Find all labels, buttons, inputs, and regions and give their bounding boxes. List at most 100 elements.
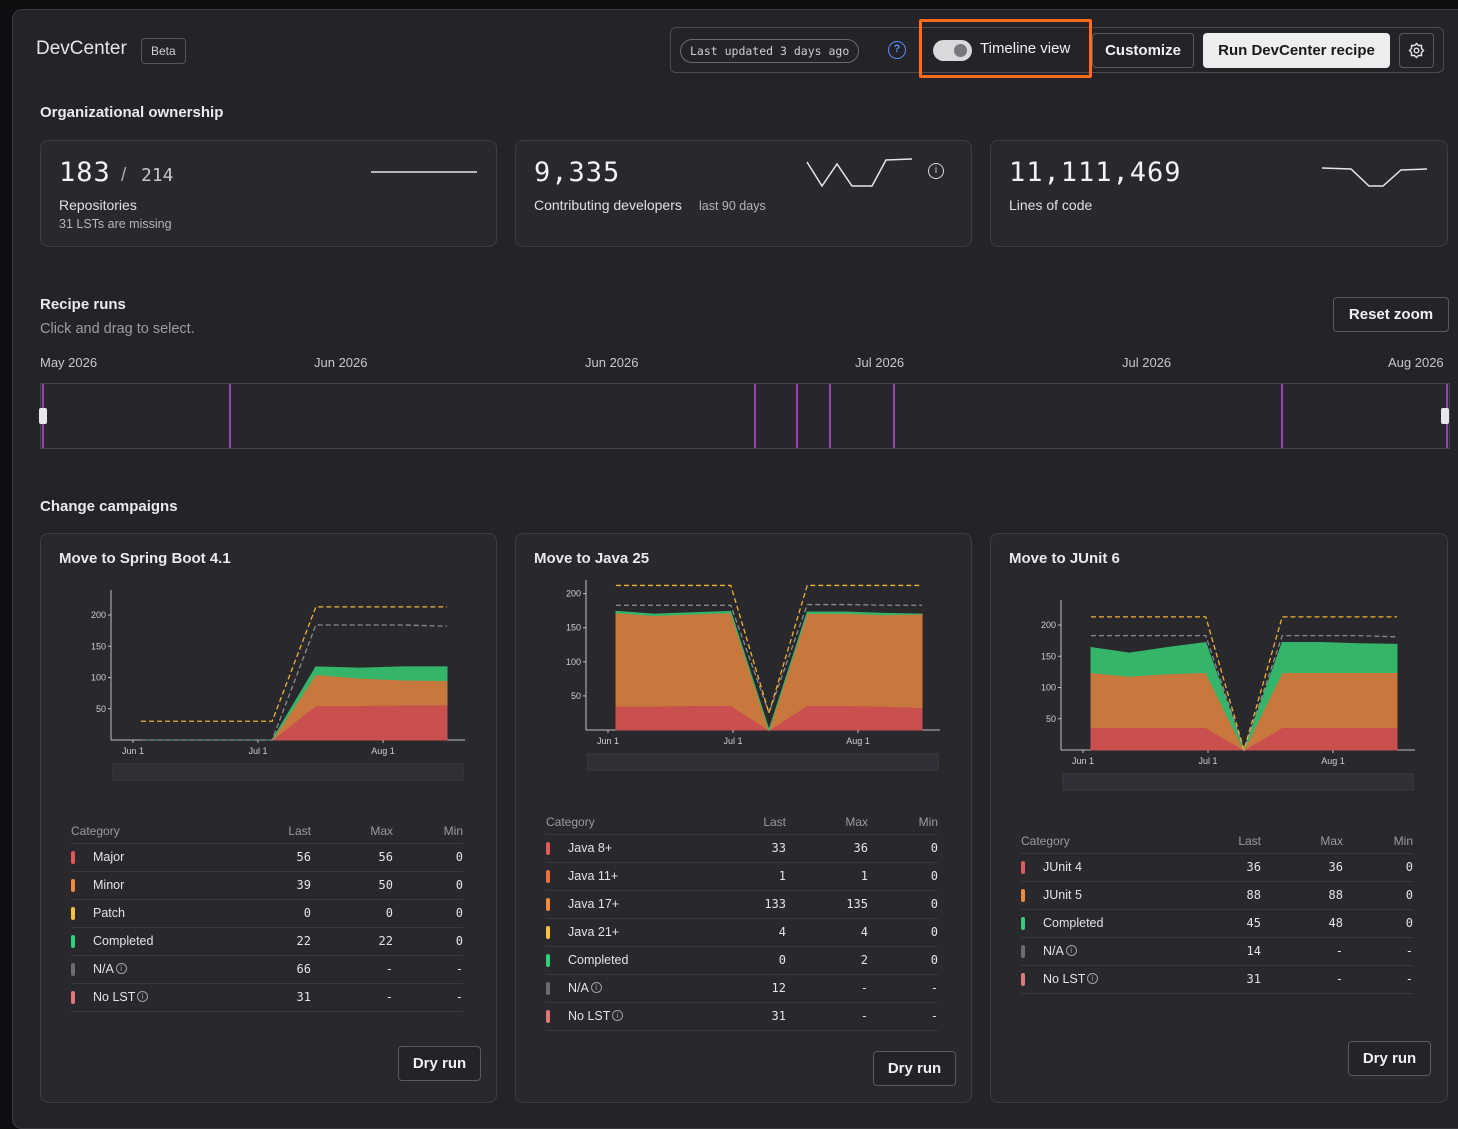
category-label: Java 8+ bbox=[568, 841, 613, 855]
help-icon[interactable]: ? bbox=[888, 41, 906, 59]
table-row: Minor 39 50 0 bbox=[71, 872, 463, 900]
table-row: Java 8+ 33 36 0 bbox=[546, 835, 938, 863]
category-swatch bbox=[1021, 945, 1025, 958]
category-swatch bbox=[1021, 917, 1025, 930]
timeline-axis-label: Jun 2026 bbox=[314, 355, 368, 370]
developers-sparkline bbox=[806, 158, 913, 188]
customize-button[interactable]: Customize bbox=[1092, 33, 1194, 68]
category-label: No LST bbox=[568, 1009, 611, 1023]
info-icon[interactable]: i bbox=[137, 991, 149, 1002]
y-tick-label: 50 bbox=[571, 691, 581, 701]
value-last: 31 bbox=[771, 1009, 786, 1023]
total-line bbox=[1091, 616, 1397, 753]
y-tick-label: 50 bbox=[96, 704, 106, 714]
table-row: N/A i 14 - - bbox=[1021, 938, 1413, 966]
column-header: Min bbox=[1393, 834, 1413, 848]
info-icon[interactable]: i bbox=[590, 982, 602, 993]
table-row: No LST i 31 - - bbox=[71, 984, 463, 1012]
dry-run-button[interactable]: Dry run bbox=[398, 1046, 481, 1081]
value-last: 88 bbox=[1246, 888, 1261, 902]
value-last: 1 bbox=[778, 869, 786, 883]
category-label: Completed bbox=[1043, 916, 1104, 930]
column-header: Last bbox=[763, 815, 786, 829]
repositories-card: 183 / 214 Repositories 31 LSTs are missi… bbox=[40, 140, 497, 247]
recipe-runs-heading: Recipe runs bbox=[40, 296, 126, 313]
value-last: 0 bbox=[303, 906, 311, 920]
campaign-chart[interactable]: 50 100 150 200 Jun 1 Jul 1 Aug 1 bbox=[1005, 592, 1425, 802]
category-swatch bbox=[71, 935, 75, 948]
campaign-table: Category Last Max Min Java 8+ 33 36 0 Java 11+ 1 1… bbox=[546, 811, 938, 1031]
campaign-table: Category Last Max Min Major 56 56 0 Minor 39 50 0 Pa… bbox=[71, 820, 463, 1012]
timeline-markers bbox=[42, 384, 1448, 448]
category-label: No LST bbox=[93, 990, 136, 1004]
info-icon[interactable]: i bbox=[1087, 973, 1099, 984]
dry-run-button[interactable]: Dry run bbox=[873, 1051, 956, 1086]
y-tick-label: 100 bbox=[566, 657, 581, 667]
recipe-runs-timeline[interactable] bbox=[39, 383, 1450, 449]
area-series bbox=[141, 666, 448, 741]
repositories-sparkline bbox=[371, 171, 477, 173]
run-devcenter-recipe-button[interactable]: Run DevCenter recipe bbox=[1203, 33, 1390, 68]
timeline-axis-label: Jul 2026 bbox=[1122, 355, 1172, 370]
value-min: 0 bbox=[1405, 916, 1413, 930]
repositories-separator: / bbox=[121, 165, 127, 186]
category-label: Minor bbox=[93, 878, 125, 892]
value-last: 0 bbox=[778, 953, 786, 967]
value-min: - bbox=[1405, 944, 1413, 958]
column-header: Min bbox=[443, 824, 463, 838]
info-icon[interactable]: i bbox=[612, 1010, 624, 1021]
timeline-view-label[interactable]: Timeline view bbox=[980, 40, 1071, 57]
table-row: No LST i 31 - - bbox=[546, 1003, 938, 1031]
info-icon[interactable]: i bbox=[1065, 945, 1077, 956]
table-row: Java 17+ 133 135 0 bbox=[546, 891, 938, 919]
y-tick-label: 150 bbox=[566, 623, 581, 633]
y-tick-label: 100 bbox=[1041, 683, 1056, 693]
campaign-card-spring-boot: Move to Spring Boot 4.1 50 100 150 200 Jun 1… bbox=[40, 533, 497, 1103]
value-max: - bbox=[385, 990, 393, 1004]
campaign-chart[interactable]: 50 100 150 200 Jun 1 Jul 1 Aug 1 bbox=[55, 582, 475, 792]
table-row: N/A i 66 - - bbox=[71, 956, 463, 984]
category-swatch bbox=[546, 982, 550, 995]
value-min: 0 bbox=[930, 897, 938, 911]
y-tick-label: 150 bbox=[91, 641, 106, 651]
x-tick-label: Jun 1 bbox=[1072, 756, 1094, 766]
column-header: Category bbox=[1021, 834, 1070, 848]
developers-label: Contributing developers bbox=[534, 197, 682, 213]
category-label: N/A bbox=[1043, 944, 1064, 958]
category-label: JUnit 4 bbox=[1043, 860, 1082, 874]
area-series bbox=[615, 704, 923, 731]
lines-of-code-card: 11,111,469 Lines of code bbox=[990, 140, 1448, 247]
info-icon[interactable]: i bbox=[928, 163, 944, 179]
dry-run-button[interactable]: Dry run bbox=[1348, 1041, 1431, 1076]
area-series bbox=[1090, 641, 1398, 752]
value-last: 31 bbox=[1246, 972, 1261, 986]
campaign-chart[interactable]: 50 100 150 200 Jun 1 Jul 1 Aug 1 bbox=[530, 572, 950, 782]
chart-brush bbox=[587, 753, 939, 771]
column-header: Last bbox=[288, 824, 311, 838]
value-max: 88 bbox=[1328, 888, 1343, 902]
timeline-axis-label: Jun 2026 bbox=[585, 355, 639, 370]
category-swatch bbox=[546, 1010, 550, 1023]
category-swatch bbox=[71, 963, 75, 976]
timeline-view-toggle[interactable] bbox=[933, 40, 972, 61]
settings-button[interactable] bbox=[1399, 33, 1434, 68]
value-max: - bbox=[860, 981, 868, 995]
total-line bbox=[141, 606, 447, 722]
timeline-left-handle[interactable] bbox=[39, 408, 47, 424]
value-max: - bbox=[1335, 972, 1343, 986]
campaign-table: Category Last Max Min JUnit 4 36 36 0 JUnit 5 88 8… bbox=[1021, 830, 1413, 994]
value-last: 45 bbox=[1246, 916, 1261, 930]
change-campaigns-heading: Change campaigns bbox=[40, 498, 178, 515]
value-last: 4 bbox=[778, 925, 786, 939]
category-label: Major bbox=[93, 850, 125, 864]
info-icon[interactable]: i bbox=[115, 963, 127, 974]
value-min: 0 bbox=[455, 850, 463, 864]
x-tick-label: Aug 1 bbox=[1321, 756, 1345, 766]
last-updated-pill: Last updated 3 days ago bbox=[680, 39, 860, 63]
category-label: Patch bbox=[93, 906, 125, 920]
timeline-right-handle[interactable] bbox=[1441, 408, 1449, 424]
repositories-note: 31 LSTs are missing bbox=[59, 217, 172, 231]
y-tick-label: 50 bbox=[1046, 714, 1056, 724]
value-min: 0 bbox=[1405, 860, 1413, 874]
reset-zoom-button[interactable]: Reset zoom bbox=[1333, 297, 1449, 332]
